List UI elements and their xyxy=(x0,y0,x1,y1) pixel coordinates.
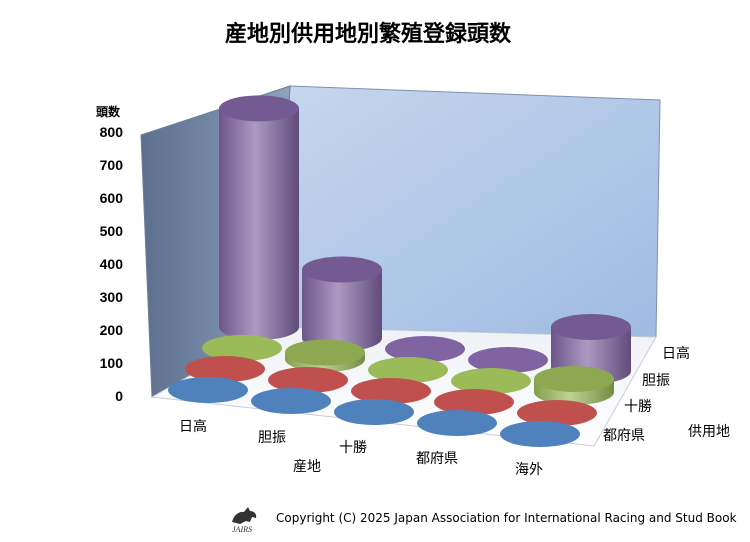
y-tick-label: 300 xyxy=(100,289,124,305)
cylinder-top xyxy=(285,339,365,366)
cylinder-flat xyxy=(434,389,514,415)
cylinder-top xyxy=(551,313,631,340)
cylinder-flat xyxy=(517,400,597,426)
bar-胆振-都府県 xyxy=(451,368,531,394)
cylinder-flat xyxy=(202,335,282,361)
y-tick-label: 0 xyxy=(115,388,123,404)
depth-tick-label: 胆振 xyxy=(642,373,670,389)
y-tick-label: 200 xyxy=(100,322,124,338)
cylinder-flat xyxy=(451,368,531,394)
bar-都府県-胆振 xyxy=(251,388,331,414)
cylinder-flat xyxy=(368,357,448,383)
x-axis-title: 産地 xyxy=(293,459,321,475)
copyright-text: Copyright (C) 2025 Japan Association for… xyxy=(276,511,737,525)
cylinder-body xyxy=(219,108,299,340)
cylinder-flat xyxy=(168,377,248,403)
depth-axis-title: 供用地 xyxy=(688,424,730,440)
cylinder-flat xyxy=(417,410,497,436)
bar-日高-都府県 xyxy=(468,347,548,373)
cylinder-flat xyxy=(500,421,580,447)
cylinder-top xyxy=(302,256,382,283)
y-axis-label: 頭数 xyxy=(96,104,121,119)
depth-tick-label: 十勝 xyxy=(624,399,652,415)
bar-胆振-海外 xyxy=(534,365,614,405)
bar-日高-十勝 xyxy=(385,336,465,362)
cylinder-flat xyxy=(351,378,431,404)
bar-十勝-胆振 xyxy=(268,367,348,393)
x-tick-label: 胆振 xyxy=(258,430,286,446)
chart-title: 産地別供用地別繁殖登録頭数 xyxy=(225,21,512,47)
y-tick-label: 600 xyxy=(100,190,124,206)
cylinder-flat xyxy=(185,356,265,382)
y-tick-label: 400 xyxy=(100,256,124,272)
x-tick-label: 都府県 xyxy=(416,451,458,467)
cylinder-top xyxy=(219,95,299,122)
bar-十勝-十勝 xyxy=(351,378,431,404)
x-tick-label: 海外 xyxy=(515,462,543,478)
horse-logo-icon: JAIRS xyxy=(232,507,257,534)
x-tick-label: 十勝 xyxy=(339,440,367,456)
y-tick-label: 800 xyxy=(100,124,124,140)
bar-都府県-日高 xyxy=(168,377,248,403)
bar-胆振-十勝 xyxy=(368,357,448,383)
bar-日高-日高 xyxy=(219,95,299,340)
cylinder-flat xyxy=(468,347,548,373)
x-tick-label: 日高 xyxy=(179,418,207,435)
cylinder-flat xyxy=(334,399,414,425)
y-axis-ticks: 0 100 200 300 400 500 600 700 800 xyxy=(100,124,124,404)
cylinder-top xyxy=(534,365,614,392)
bar-都府県-都府県 xyxy=(417,410,497,436)
cylinder-body xyxy=(302,269,382,351)
bar-十勝-日高 xyxy=(185,356,265,382)
bar-日高-胆振 xyxy=(302,256,382,351)
bar-胆振-日高 xyxy=(202,335,282,361)
y-tick-label: 100 xyxy=(100,355,124,371)
bar-十勝-都府県 xyxy=(434,389,514,415)
bar-都府県-海外 xyxy=(500,421,580,447)
bar-十勝-海外 xyxy=(517,400,597,426)
bar-都府県-十勝 xyxy=(334,399,414,425)
svg-text:JAIRS: JAIRS xyxy=(232,525,252,534)
cylinder-flat xyxy=(251,388,331,414)
bar-胆振-胆振 xyxy=(285,339,365,372)
depth-tick-label: 日高 xyxy=(662,345,690,362)
y-tick-label: 700 xyxy=(100,157,124,173)
bar-cylinders xyxy=(168,95,631,447)
cylinder-flat xyxy=(268,367,348,393)
y-tick-label: 500 xyxy=(100,223,124,239)
cylinder-flat xyxy=(385,336,465,362)
depth-tick-label: 都府県 xyxy=(603,428,645,444)
